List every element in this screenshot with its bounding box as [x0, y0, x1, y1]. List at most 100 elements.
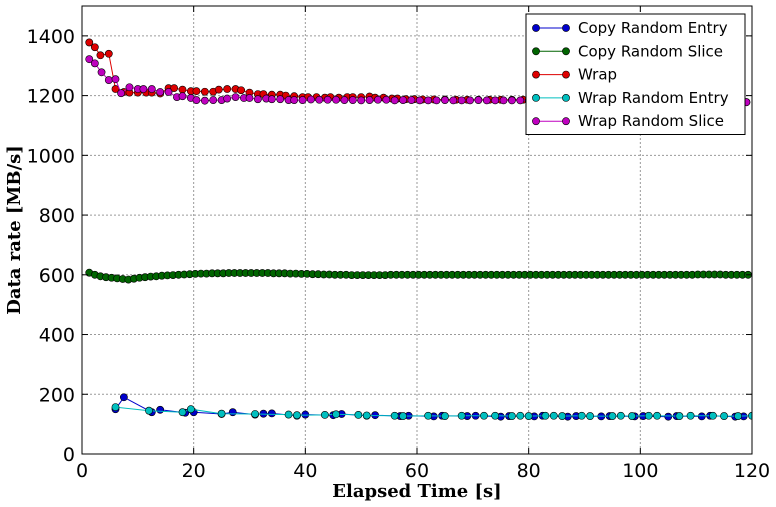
x-tick-label: 80 — [517, 460, 541, 482]
y-tick-label: 1000 — [27, 145, 75, 167]
data-point — [192, 87, 201, 96]
data-point — [508, 412, 516, 420]
data-point — [200, 96, 209, 105]
data-point — [374, 95, 382, 104]
legend: Copy Random Entry Copy Random Slice Wrap Wr… — [525, 13, 746, 135]
data-point — [186, 405, 195, 414]
data-point — [340, 96, 349, 104]
data-point — [608, 412, 617, 420]
data-point — [139, 85, 148, 93]
x-tick-label: 0 — [76, 460, 88, 482]
data-point — [223, 94, 232, 103]
data-point — [315, 95, 324, 104]
data-point — [482, 96, 491, 105]
y-tick-label: 0 — [63, 444, 75, 466]
data-point — [145, 406, 153, 415]
data-point — [466, 96, 474, 105]
data-point — [251, 410, 259, 418]
data-point — [734, 412, 742, 420]
data-point — [644, 411, 653, 420]
data-point — [290, 96, 299, 104]
data-point — [457, 96, 466, 105]
x-tick-label: 40 — [293, 460, 317, 482]
x-tick-label: 60 — [405, 460, 429, 482]
data-point — [214, 85, 223, 94]
data-point — [223, 85, 232, 93]
y-tick-label: 600 — [39, 265, 75, 287]
grid-lines — [82, 6, 752, 454]
data-point — [441, 96, 449, 104]
legend-label: Wrap Random Slice — [578, 112, 724, 130]
data-point — [348, 96, 357, 104]
data-point — [200, 87, 209, 96]
data-point — [424, 96, 433, 105]
data-point — [424, 411, 433, 420]
legend-marker — [562, 94, 570, 102]
data-point — [365, 96, 374, 104]
data-point — [97, 68, 106, 77]
data-point — [301, 410, 310, 419]
data-point — [104, 76, 113, 84]
data-point — [354, 410, 363, 419]
data-point — [499, 96, 508, 105]
data-point — [293, 411, 301, 420]
data-point — [415, 96, 424, 105]
data-point — [653, 411, 661, 420]
series-wrap-random-entry — [111, 403, 752, 420]
data-point — [524, 412, 533, 420]
data-point — [449, 96, 458, 105]
data-point — [382, 95, 391, 104]
y-axis-title: Data rate [MB/s] — [4, 145, 25, 315]
data-point — [267, 95, 276, 104]
data-point — [178, 408, 187, 417]
legend-marker — [562, 70, 570, 79]
data-point — [399, 412, 407, 420]
y-tick-label: 1400 — [27, 26, 75, 48]
x-tick-label: 100 — [622, 460, 658, 482]
data-point — [156, 405, 165, 414]
data-point — [577, 411, 586, 420]
x-tick-label: 20 — [182, 460, 206, 482]
legend-marker — [562, 117, 570, 126]
data-point — [284, 410, 293, 419]
data-point — [267, 409, 276, 418]
legend-label: Wrap Random Entry — [578, 89, 729, 107]
legend-marker — [532, 70, 540, 79]
data-point — [709, 411, 717, 420]
legend-marker — [532, 24, 540, 32]
data-point — [407, 96, 416, 104]
data-point — [399, 96, 407, 104]
legend-marker — [562, 47, 570, 56]
data-point — [323, 95, 332, 104]
data-point — [720, 412, 728, 420]
data-point — [209, 96, 218, 104]
data-point — [390, 96, 399, 105]
data-point — [307, 95, 315, 104]
y-tick-label: 200 — [39, 384, 75, 406]
data-point — [697, 412, 706, 421]
data-point — [357, 96, 366, 105]
data-point — [111, 403, 120, 412]
data-point — [245, 94, 254, 102]
data-point — [231, 93, 240, 101]
data-point — [628, 412, 636, 420]
legend-marker — [562, 24, 570, 32]
data-point — [90, 43, 99, 52]
data-point — [332, 410, 340, 419]
data-point — [237, 86, 246, 95]
legend-marker — [532, 117, 540, 126]
data-point — [480, 411, 488, 420]
data-point — [320, 410, 329, 419]
x-axis-title: Elapsed Time [s] — [332, 481, 501, 502]
data-point — [192, 96, 201, 104]
data-point — [119, 393, 128, 402]
data-point — [549, 411, 558, 420]
data-point — [125, 83, 134, 92]
data-point — [85, 55, 94, 64]
data-point — [85, 38, 94, 47]
data-point — [228, 408, 237, 417]
legend-label: Wrap — [578, 66, 617, 84]
data-point — [164, 88, 173, 96]
legend-label: Copy Random Slice — [578, 42, 723, 60]
data-point — [178, 92, 187, 101]
